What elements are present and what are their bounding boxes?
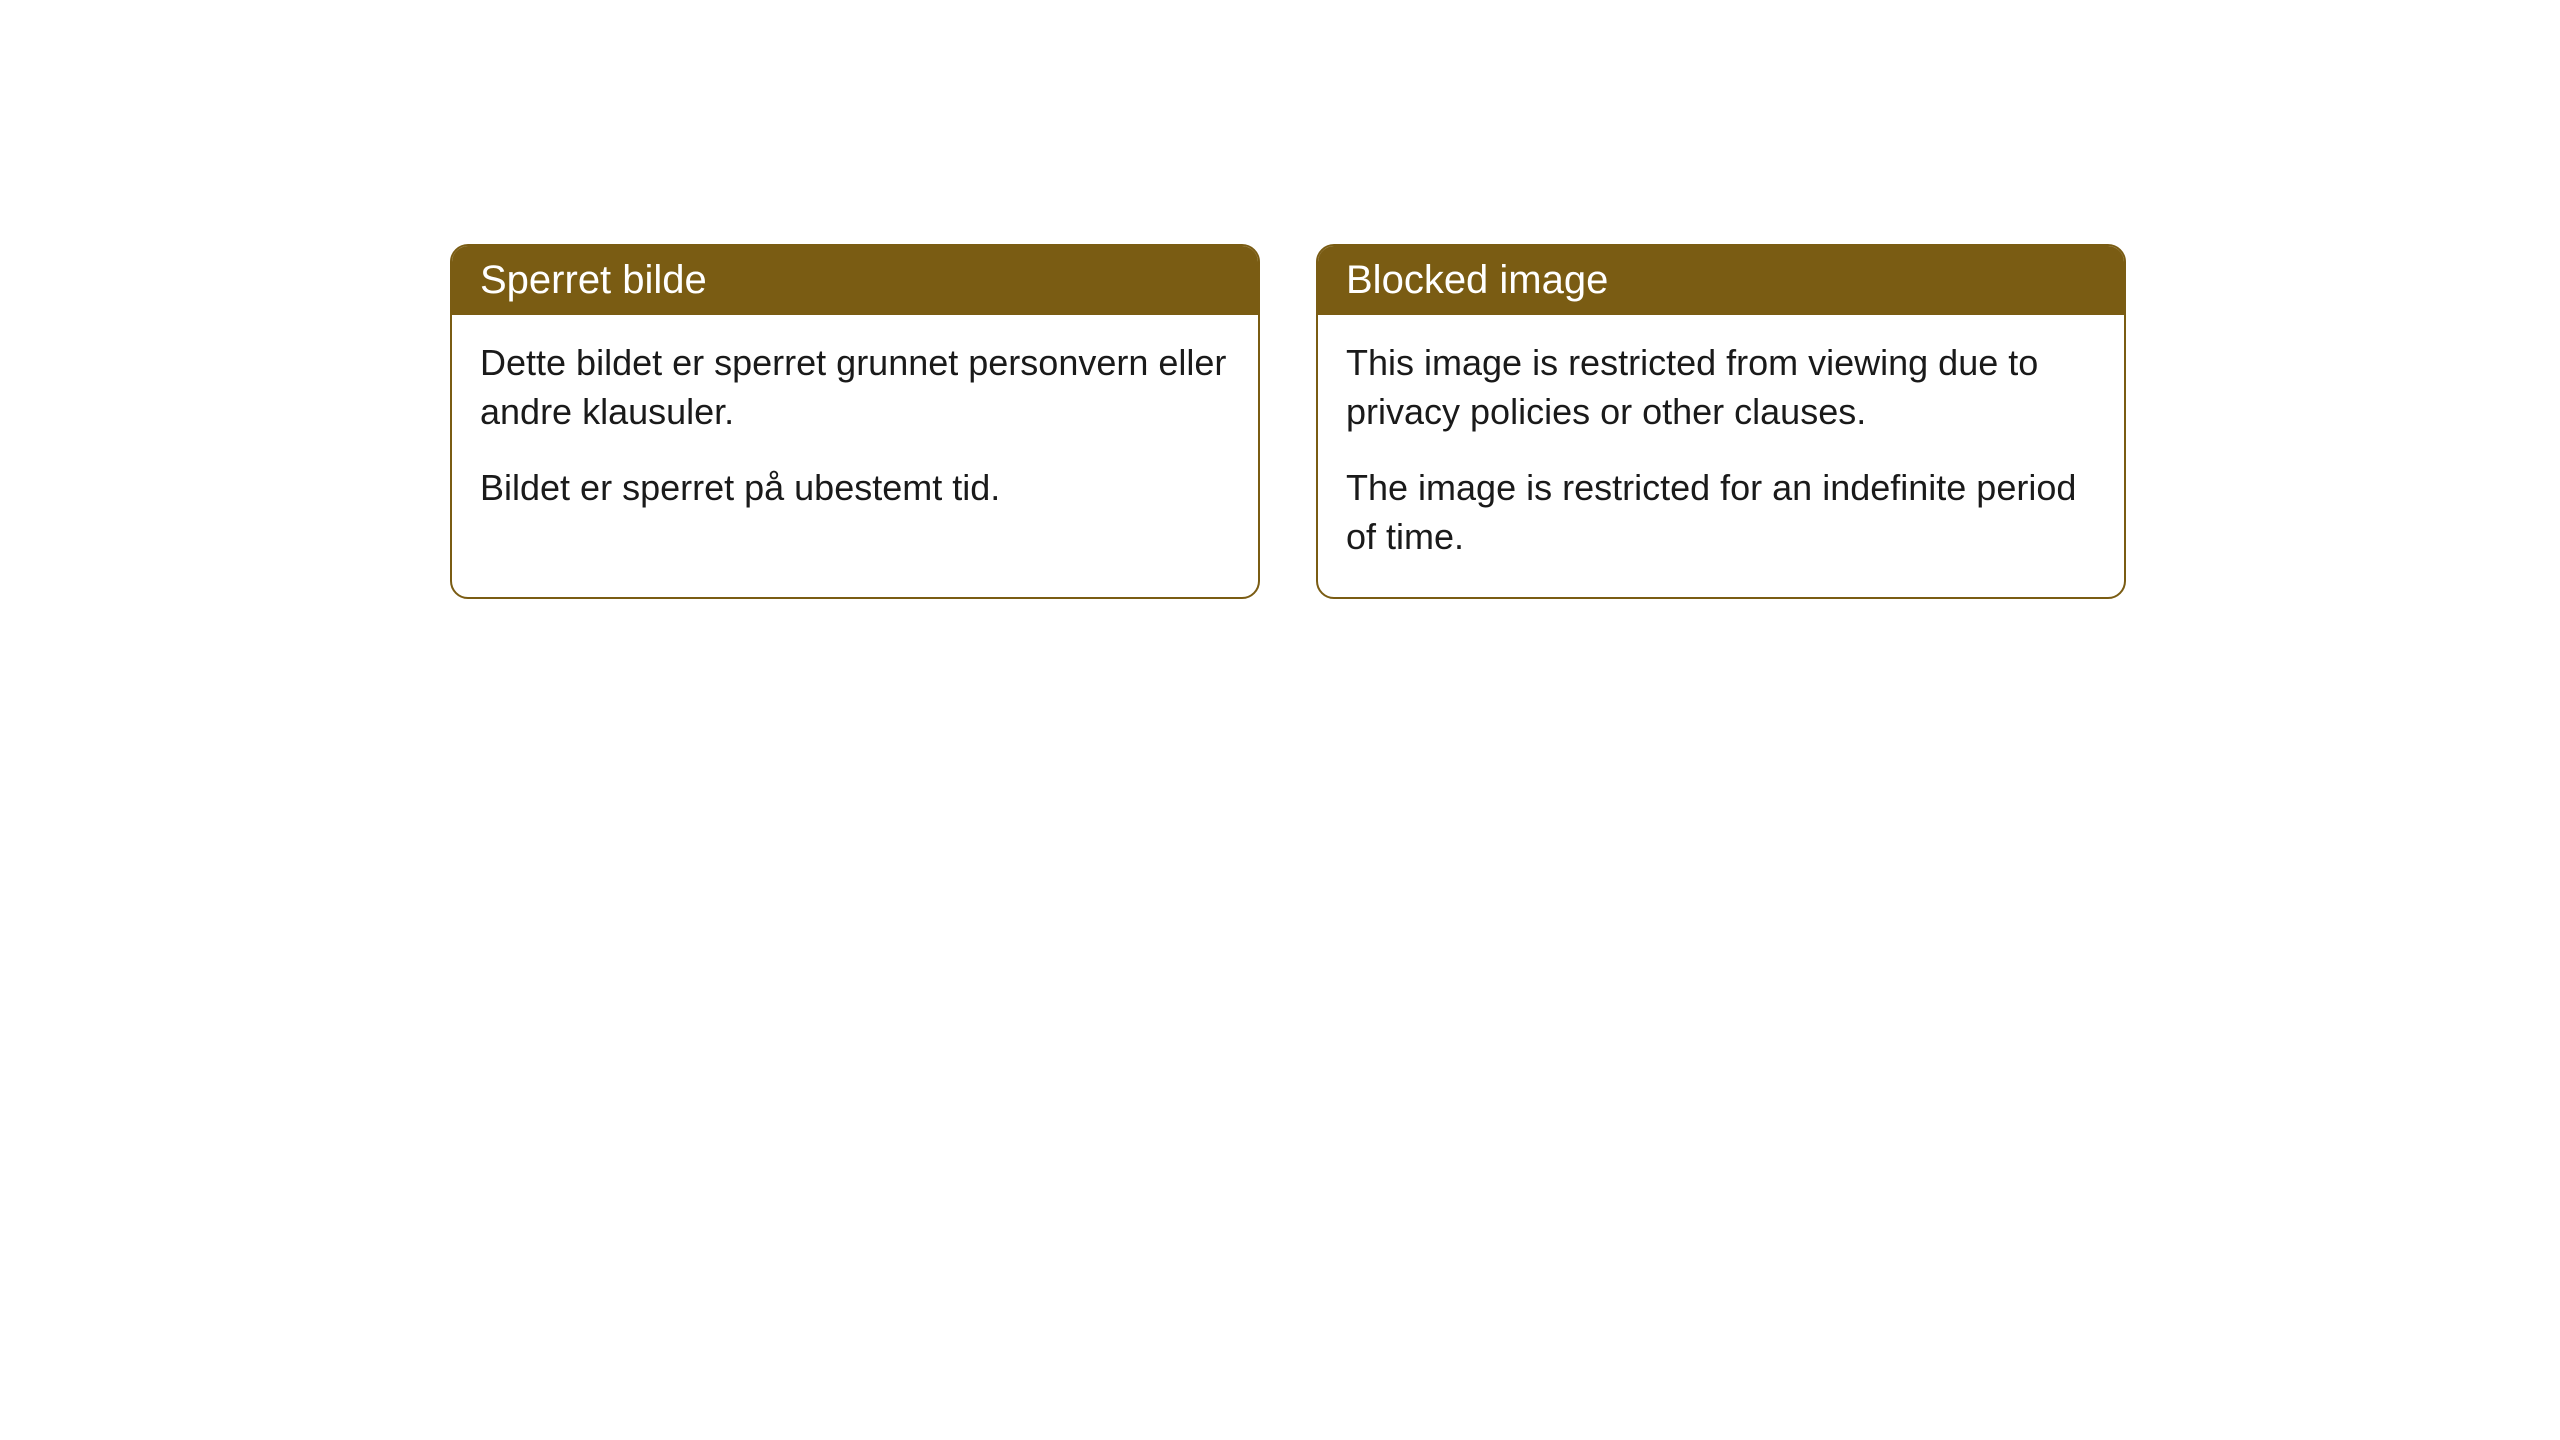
card-paragraph-1-english: This image is restricted from viewing du…: [1346, 339, 2096, 436]
card-header-english: Blocked image: [1318, 246, 2124, 315]
card-paragraph-2-norwegian: Bildet er sperret på ubestemt tid.: [480, 464, 1230, 513]
card-body-norwegian: Dette bildet er sperret grunnet personve…: [452, 315, 1258, 549]
blocked-image-card-english: Blocked image This image is restricted f…: [1316, 244, 2126, 599]
card-body-english: This image is restricted from viewing du…: [1318, 315, 2124, 597]
card-paragraph-1-norwegian: Dette bildet er sperret grunnet personve…: [480, 339, 1230, 436]
card-paragraph-2-english: The image is restricted for an indefinit…: [1346, 464, 2096, 561]
cards-container: Sperret bilde Dette bildet er sperret gr…: [450, 244, 2126, 599]
card-header-norwegian: Sperret bilde: [452, 246, 1258, 315]
blocked-image-card-norwegian: Sperret bilde Dette bildet er sperret gr…: [450, 244, 1260, 599]
